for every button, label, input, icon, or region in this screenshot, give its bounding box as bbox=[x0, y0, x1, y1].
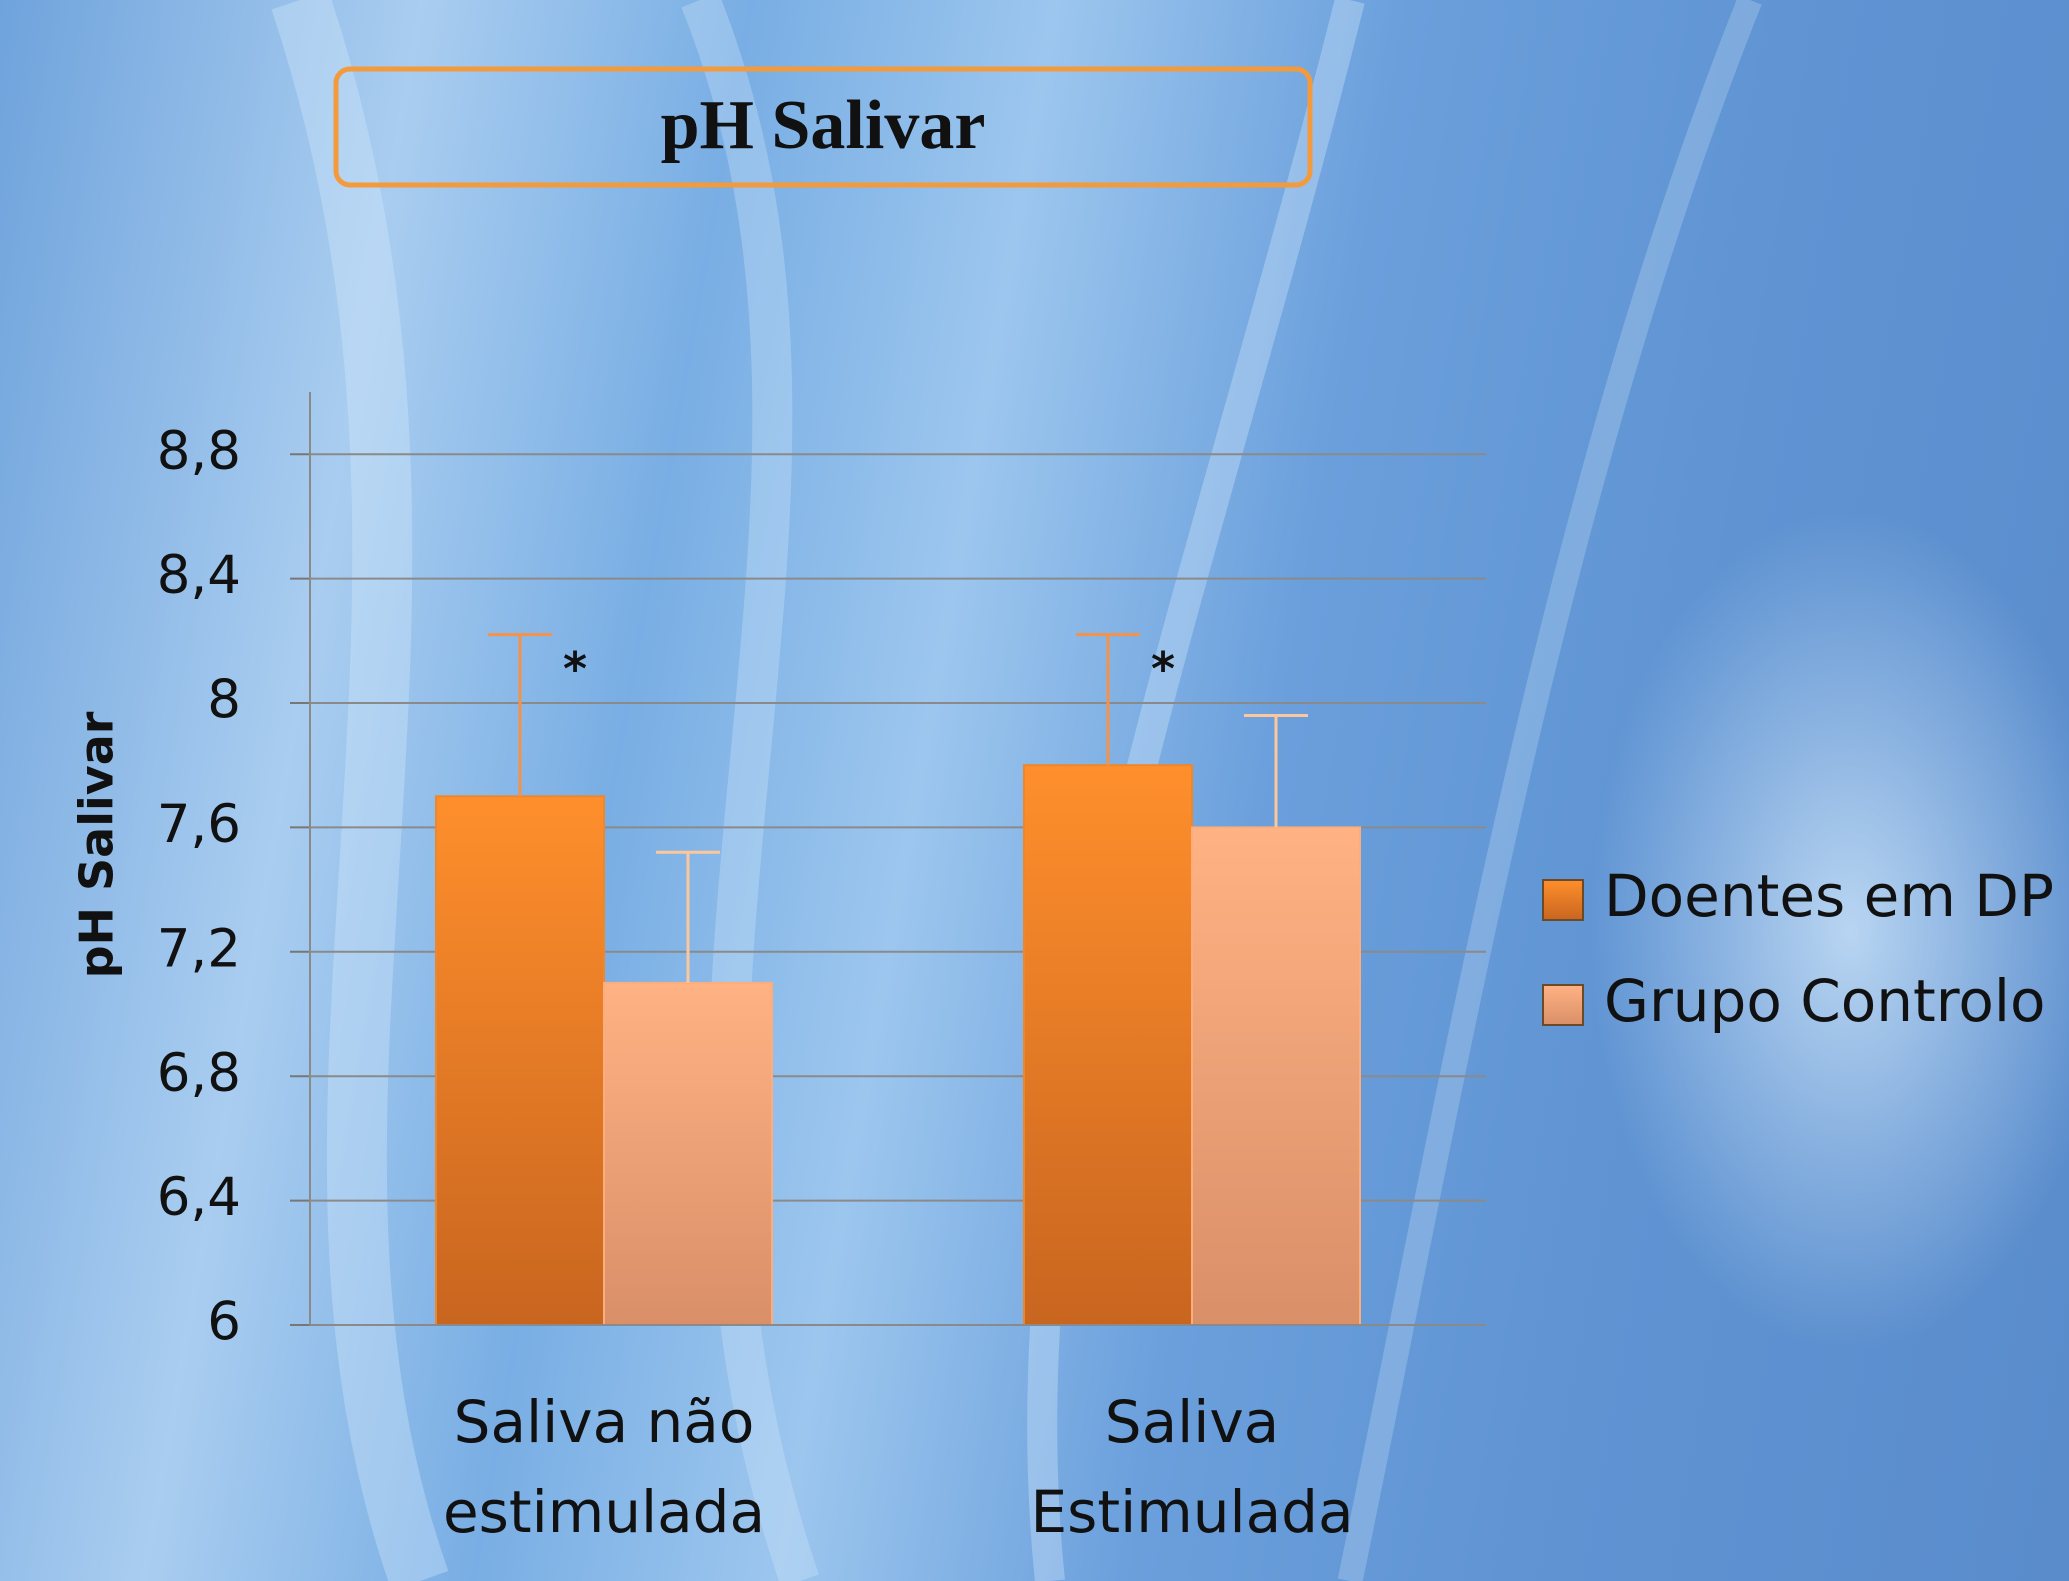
background bbox=[271, 0, 2069, 1581]
bar bbox=[435, 795, 605, 1326]
y-tick-label: 8 bbox=[207, 670, 241, 731]
y-tick-label: 8,4 bbox=[157, 545, 241, 606]
error-bar bbox=[1244, 713, 1308, 828]
y-tick-label: 6,4 bbox=[157, 1167, 241, 1228]
title-box bbox=[333, 66, 1313, 188]
legend-swatch bbox=[1542, 984, 1584, 1026]
legend-label: Grupo Controlo bbox=[1604, 967, 2045, 1035]
error-bar bbox=[656, 850, 720, 983]
y-tick-label: 8,8 bbox=[157, 421, 241, 482]
y-tick-label: 6,8 bbox=[157, 1043, 241, 1104]
bar bbox=[603, 981, 773, 1327]
y-tick-label: 6 bbox=[207, 1292, 241, 1353]
y-tick-label: 7,2 bbox=[157, 918, 241, 979]
error-bar bbox=[1076, 633, 1140, 766]
y-tick-label: 7,6 bbox=[157, 794, 241, 855]
annotation: * bbox=[1151, 642, 1175, 696]
x-tick-label: Saliva não estimulada bbox=[442, 1388, 766, 1546]
error-bar bbox=[488, 633, 552, 797]
x-tick-label: Saliva Estimulada bbox=[1030, 1388, 1354, 1546]
bar bbox=[1191, 826, 1361, 1327]
chart-title: pH Salivar bbox=[661, 87, 986, 164]
legend-swatch bbox=[1542, 879, 1584, 921]
annotation: * bbox=[563, 642, 587, 696]
y-axis-title: pH Salivar bbox=[70, 711, 124, 978]
bar bbox=[1023, 764, 1193, 1326]
legend-label: Doentes em DP bbox=[1604, 862, 2054, 930]
